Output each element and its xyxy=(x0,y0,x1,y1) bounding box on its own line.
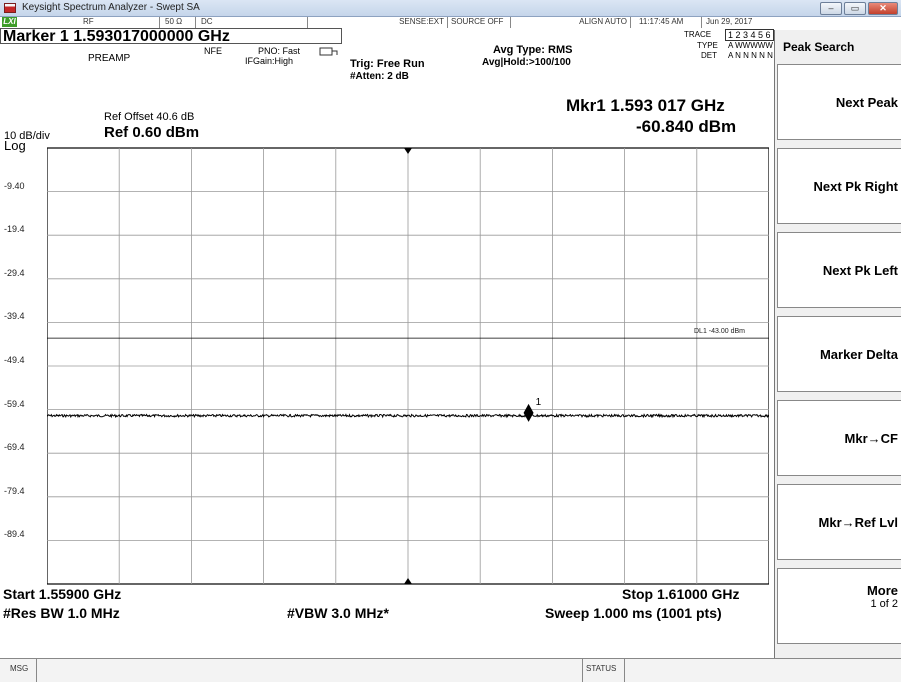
softkey-next-pk-left[interactable]: Next Pk Left xyxy=(777,232,901,308)
window-titlebar: Keysight Spectrum Analyzer - Swept SA – … xyxy=(0,0,901,17)
scale-label: 10 dB/div xyxy=(4,130,50,142)
softkey-label: Mkr→CF xyxy=(844,431,898,446)
pno-toggle-icon xyxy=(319,47,338,56)
align-label: ALIGN AUTO xyxy=(513,17,631,28)
ref-level-label: Ref 0.60 dBm xyxy=(104,124,200,141)
display-line-label: DL1 -43.00 dBm xyxy=(694,328,745,335)
minimize-button[interactable]: – xyxy=(820,2,842,15)
avg-hold-label: Avg|Hold:>100/100 xyxy=(482,57,571,68)
softkey-marker-delta[interactable]: Marker Delta xyxy=(777,316,901,392)
marker-1-label: 1 xyxy=(536,397,542,408)
pno-label: PNO: Fast xyxy=(258,46,301,56)
avg-type-label: Avg Type: RMS xyxy=(493,44,573,56)
rbw-label: #Res BW 1.0 MHz xyxy=(3,605,120,621)
det-label: DET xyxy=(701,51,717,60)
lxi-badge: LXI xyxy=(2,17,17,27)
stop-frequency: Stop 1.61000 GHz xyxy=(622,586,740,602)
marker-amplitude-readout: -60.840 dBm xyxy=(636,117,737,136)
ifgain-label: IFGain:High xyxy=(245,56,294,66)
trigger-label: Trig: Free Run xyxy=(350,58,425,70)
date-label: Jun 29, 2017 xyxy=(706,17,753,26)
coupling-label: DC xyxy=(198,17,308,28)
y-tick-label: -79.4 xyxy=(4,485,25,496)
status-label: STATUS xyxy=(586,664,617,673)
y-tick-label: -59.4 xyxy=(4,398,25,409)
softkey-label: Mkr→Ref Lvl xyxy=(818,515,898,530)
trace-info-box: TRACE 1 2 3 4 5 6 TYPE A WWWWW DET A N N… xyxy=(672,28,774,72)
center-marker-bottom-icon xyxy=(404,578,412,584)
center-marker-top-icon xyxy=(404,148,412,154)
status-bar: MSG STATUS xyxy=(0,658,901,682)
atten-label: #Atten: 2 dB xyxy=(350,71,409,82)
top-status-row: RF 50 Ω DC SENSE:EXT SOURCE OFF ALIGN AU… xyxy=(0,17,775,28)
softkey-menu-title: Peak Search xyxy=(783,40,855,54)
y-tick-label: -89.4 xyxy=(4,529,25,540)
spectrum-plot: DL1 -43.00 dBm 1 xyxy=(47,147,769,585)
softkey-sublabel: 1 of 2 xyxy=(870,598,898,610)
rf-input-label: RF xyxy=(80,17,160,28)
softkey-label: Next Pk Right xyxy=(813,179,898,194)
softkey-mkr-cf[interactable]: Mkr→CF xyxy=(777,400,901,476)
y-tick-label: -9.40 xyxy=(4,180,25,191)
impedance-label: 50 Ω xyxy=(162,17,196,28)
y-tick-label: -39.4 xyxy=(4,311,25,322)
marker-readout-box xyxy=(0,28,342,44)
trace-label: TRACE xyxy=(684,30,712,39)
marker-1-diamond-icon xyxy=(523,403,534,422)
sense-label: SENSE:EXT xyxy=(310,17,448,28)
softkey-panel: Peak Search Next Peak Next Pk Right Next P… xyxy=(774,30,901,660)
vbw-label: #VBW 3.0 MHz* xyxy=(287,605,389,621)
softkey-label: Marker Delta xyxy=(819,347,898,362)
maximize-button[interactable]: ▭ xyxy=(844,2,866,15)
source-label: SOURCE OFF xyxy=(448,17,511,28)
y-tick-label: -29.4 xyxy=(4,267,25,278)
softkey-next-pk-right[interactable]: Next Pk Right xyxy=(777,148,901,224)
y-tick-label: -19.4 xyxy=(4,224,25,235)
preamp-label: PREAMP xyxy=(88,53,131,64)
y-tick-label: -69.4 xyxy=(4,442,25,453)
type-values: A WWWWW xyxy=(728,41,773,50)
det-values: A N N N N N xyxy=(728,51,773,60)
ref-offset-label: Ref Offset 40.6 dB xyxy=(104,111,195,123)
y-tick-label: -49.4 xyxy=(4,355,25,365)
close-button[interactable]: ✕ xyxy=(868,2,898,15)
log-scale-label: Log xyxy=(4,138,26,153)
time-label: 11:17:45 AM xyxy=(636,17,702,28)
softkey-more[interactable]: More 1 of 2 xyxy=(777,568,901,644)
softkey-label: Next Peak xyxy=(835,95,898,110)
softkey-mkr-ref-lvl[interactable]: Mkr→Ref Lvl xyxy=(777,484,901,560)
softkey-label: More xyxy=(866,583,898,598)
type-label: TYPE xyxy=(697,41,718,50)
nfe-label: NFE xyxy=(204,46,222,56)
start-frequency: Start 1.55900 GHz xyxy=(3,586,122,602)
window-title: Keysight Spectrum Analyzer - Swept SA xyxy=(22,2,200,13)
sweep-label: Sweep 1.000 ms (1001 pts) xyxy=(545,605,722,621)
msg-label: MSG xyxy=(10,664,29,673)
spectrum-trace xyxy=(47,413,769,419)
marker-frequency-readout: Mkr1 1.593 017 GHz xyxy=(566,96,725,115)
app-icon xyxy=(4,3,16,13)
trace-numbers: 1 2 3 4 5 6 xyxy=(725,29,774,41)
marker-frequency-title: Marker 1 1.593017000000 GHz xyxy=(3,28,230,45)
softkey-label: Next Pk Left xyxy=(822,263,898,278)
softkey-next-peak[interactable]: Next Peak xyxy=(777,64,901,140)
